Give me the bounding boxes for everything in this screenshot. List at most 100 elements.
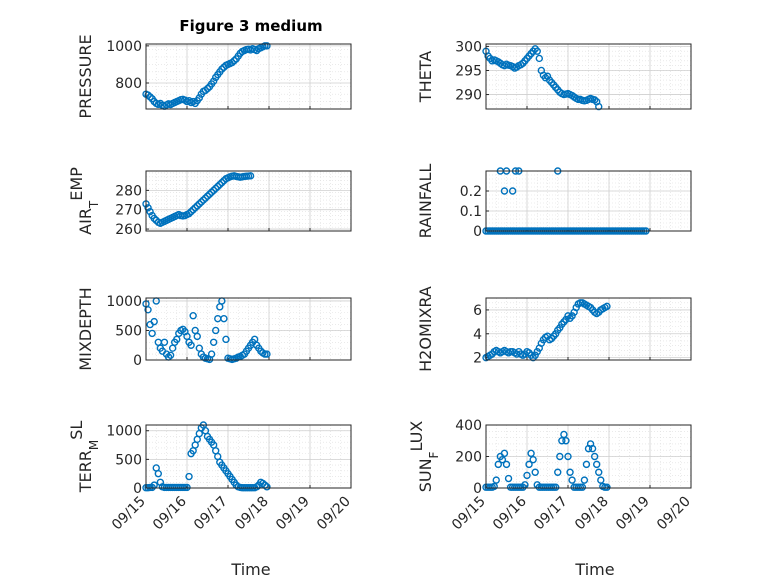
data-point [203,84,212,93]
data-point [500,187,509,195]
data-point [508,187,517,195]
data-point [193,202,201,210]
data-point [552,483,560,491]
y-tick-label: 2 [473,351,482,367]
data-point [228,58,236,67]
data-point [523,471,531,480]
y-tick-label: 295 [455,63,482,79]
subplot-rainfall: 0 0.1 0.2 RAINFALL [416,164,692,240]
data-point [531,468,539,476]
data-point [572,303,580,312]
data-point [211,326,220,335]
data-point [195,200,204,208]
data-point [185,472,193,481]
y-axis-label: PRESSURE [76,34,95,118]
axes-box [145,170,352,232]
x-tick-label: 09/19 [273,494,313,534]
data-point [144,204,152,212]
x-tick-label: 09/20 [654,494,694,534]
data-point [144,91,152,99]
subplot-pressure: 800 1000 PRESSURE [76,34,352,119]
data-point [150,317,158,326]
data-point [187,341,195,349]
x-axis-label-left: Time [230,560,270,579]
data-point [537,339,546,348]
y-tick-label: 0 [133,353,142,369]
y-tick-label: 280 [115,183,142,199]
x-tick-label: 09/16 [150,493,190,533]
data-point [597,476,605,484]
subplot-air_temp: 260 270 280 AIRTEMP [67,167,352,238]
data-point [527,449,535,458]
axes-box [485,43,692,110]
y-tick-label: 270 [115,203,142,219]
figure-title: Figure 3 medium [179,17,322,35]
y-axis-label: AIRTEMP [67,167,102,235]
data-point [195,94,204,102]
data-point [201,86,210,95]
y-tick-label: 800 [115,76,142,92]
x-tick-label: 09/15 [449,494,489,534]
data-point [263,350,271,358]
y-tick-label: 0.2 [460,184,482,200]
axes-box [145,424,352,489]
subplot-terr_msl: 0 500 1000 09/15 09/16 09/17 09/18 09/19 09/20 TE… [67,421,354,534]
data-point [207,350,216,358]
subplot-h2omixra: 2 4 6 H2OMIXRA [416,286,692,372]
data-point [498,455,507,464]
subplot-theta: 290 295 300 THETA [416,39,692,111]
y-tick-label: 400 [455,418,482,434]
data-point [183,483,191,492]
data-point [502,460,511,469]
data-point [560,430,568,439]
data-point [590,452,599,461]
y-tick-label: 200 [455,450,482,466]
data-point [197,198,206,206]
data-point [209,338,218,346]
y-tick-label: 500 [115,452,142,468]
x-tick-label: 09/20 [314,494,354,534]
data-point [582,460,591,469]
data-point [533,47,541,55]
data-point [187,207,195,216]
x-tick-label: 09/15 [109,494,149,534]
data-point [218,65,226,73]
data-point [148,329,156,338]
y-tick-label: 1000 [106,424,142,440]
data-point [568,476,576,484]
data-point [590,96,599,104]
x-axis-label-right: Time [574,560,614,579]
data-point [533,347,541,356]
data-point [529,455,537,464]
y-axis-label: MIXDEPTH [76,287,95,370]
data-point [199,196,208,204]
y-tick-label: 0 [473,481,482,497]
data-point [230,57,238,65]
data-point [191,204,199,212]
data-point [205,190,214,198]
x-tick-label: 09/19 [613,494,653,534]
y-tick-label: 260 [115,222,142,238]
data-point [564,452,572,461]
axes-box [485,424,692,489]
y-tick-label: 0 [473,224,482,240]
plot-area [146,425,351,488]
data-point [494,460,502,469]
data-point [558,437,566,445]
axes-box [145,43,352,110]
data-point [578,483,587,491]
data-point [222,335,230,344]
data-point [603,302,611,311]
axes-box [485,170,692,232]
subplot-mixdepth: 0 500 1000 MIXDEPTH [76,287,352,371]
data-point [201,194,210,202]
data-point [556,324,564,332]
data-point [593,460,601,469]
data-point [209,186,218,195]
data-point [595,102,603,111]
y-tick-label: 0 [133,481,142,497]
data-point [218,178,226,187]
y-axis-label: TERRMSL [67,421,102,494]
x-tick-label: 09/16 [490,493,530,533]
data-point [554,468,562,476]
